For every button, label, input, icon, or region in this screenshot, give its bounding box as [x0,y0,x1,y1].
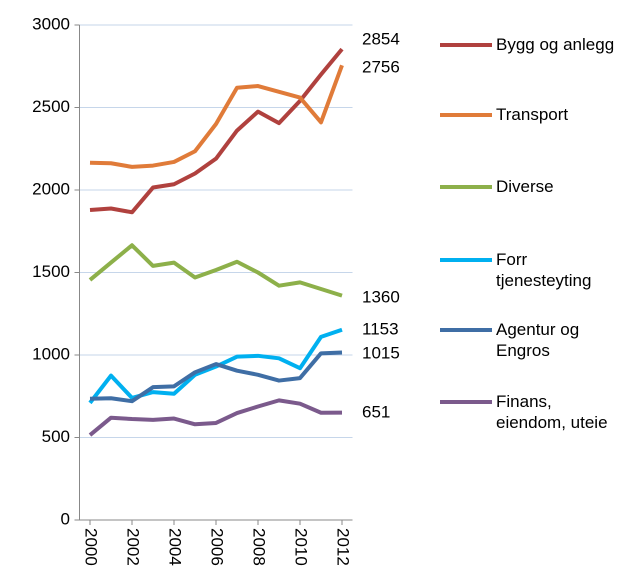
x-tick-label: 2000 [82,528,101,566]
series-line [89,47,344,215]
legend-label: Bygg og anlegg [496,35,615,54]
y-tick-label: 1500 [32,262,70,281]
series-line [89,64,344,169]
y-tick-label: 2500 [32,97,70,116]
end-label: 2854 [362,29,400,48]
legend-label: Diverse [496,177,554,196]
y-tick-label: 3000 [32,14,70,33]
end-label: 2756 [362,57,400,76]
x-tick-label: 2002 [124,528,143,566]
series-line [88,398,343,437]
y-tick-label: 0 [61,509,70,528]
x-tick-label: 2012 [334,528,353,566]
y-tick-label: 1000 [32,344,70,363]
end-label: 651 [362,402,390,421]
legend-label: Forr tjenesteyting [496,250,592,290]
end-label: 1360 [362,287,400,306]
legend-label: Finans, eiendom, uteie [496,392,608,432]
series-line [89,350,343,404]
series-line [88,243,343,298]
x-tick-label: 2004 [166,528,185,566]
y-tick-label: 2000 [32,179,70,198]
end-label: 1015 [362,343,400,362]
legend-label: Transport [496,105,569,124]
legend-label: Agentur og Engros [496,320,580,360]
end-label: 1153 [362,319,399,338]
y-tick-label: 500 [42,427,70,446]
x-tick-label: 2010 [292,528,311,566]
series-line [88,327,343,405]
x-tick-label: 2006 [208,528,227,566]
x-tick-label: 2008 [250,528,269,566]
